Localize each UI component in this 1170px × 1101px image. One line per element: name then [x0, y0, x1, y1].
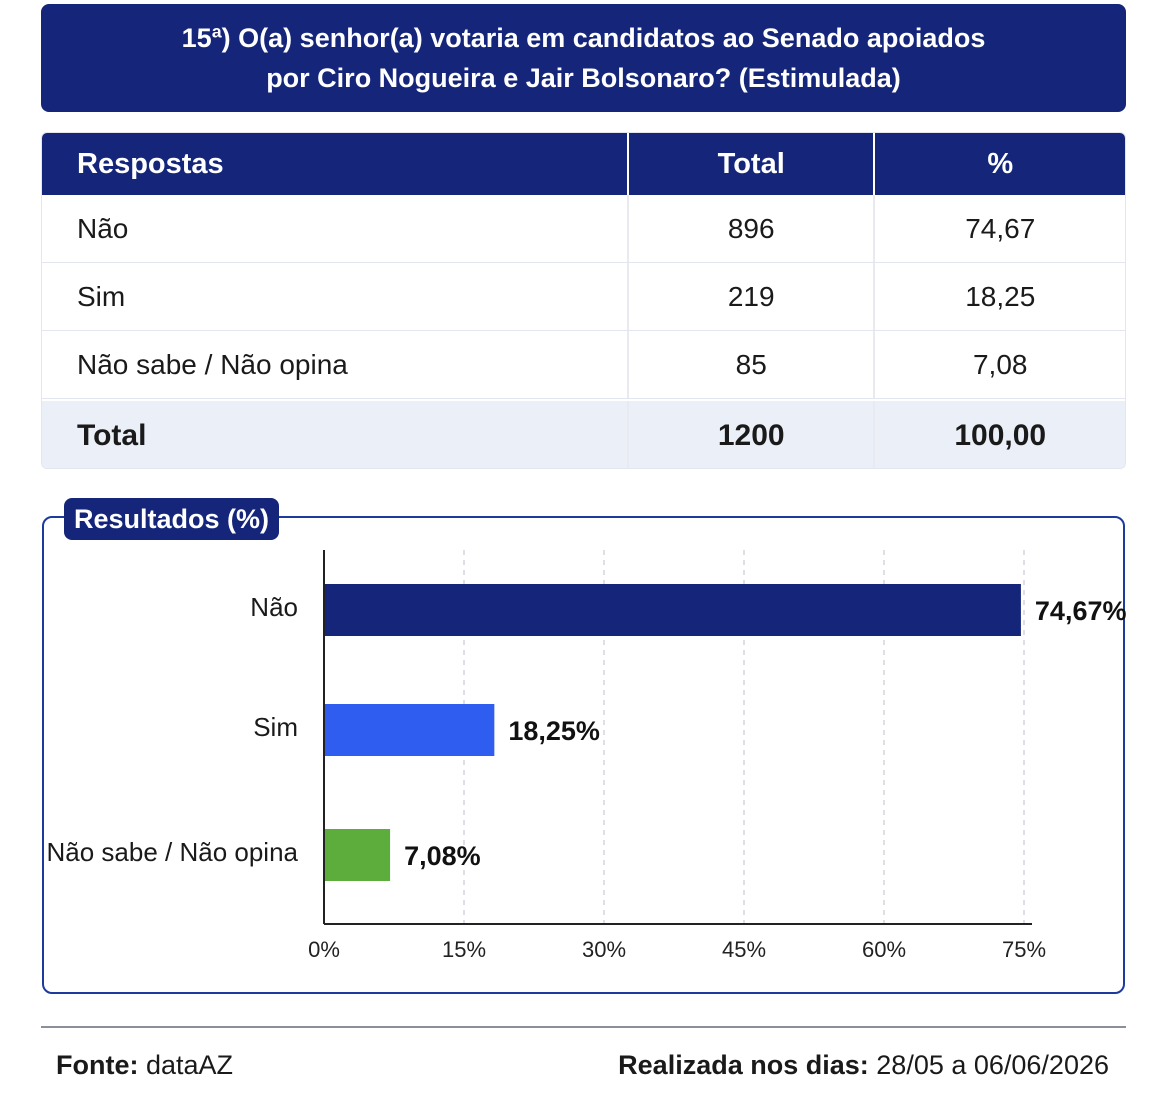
question-title-line-2: por Ciro Nogueira e Jair Bolsonaro? (Est…: [266, 63, 901, 93]
results-table: Respostas Total % Não 896 74,67 Sim 219 …: [41, 132, 1126, 469]
table-header-row: Respostas Total %: [42, 133, 1125, 195]
source-note: Fonte: dataAZ: [56, 1050, 233, 1081]
row-total: 219: [629, 263, 876, 330]
dates-value: 28/05 a 06/06/2026: [876, 1050, 1109, 1080]
row-percent: 74,67: [965, 212, 1036, 244]
question-title-line-1: 15ª) O(a) senhor(a) votaria em candidato…: [181, 23, 986, 53]
footer-divider: [41, 1026, 1126, 1028]
header-respostas: Respostas: [42, 133, 629, 195]
row-label: Não: [42, 195, 629, 262]
row-percent: 7,08: [972, 348, 1028, 380]
chart-panel: [42, 516, 1125, 994]
survey-dates: Realizada nos dias: 28/05 a 06/06/2026: [618, 1050, 1109, 1081]
source-label: Fonte:: [56, 1050, 139, 1080]
header-percent: %: [987, 147, 1014, 180]
source-value: dataAZ: [146, 1050, 234, 1080]
row-label: Não sabe / Não opina: [42, 331, 629, 398]
total-count: 1200: [629, 401, 876, 468]
table-row: Não 896 74,67: [42, 195, 1125, 263]
row-label: Sim: [42, 263, 629, 330]
dates-label: Realizada nos dias:: [618, 1050, 869, 1080]
table-row: Não sabe / Não opina 85 7,08: [42, 331, 1125, 399]
table-row: Sim 219 18,25: [42, 263, 1125, 331]
question-title-banner: 15ª) O(a) senhor(a) votaria em candidato…: [41, 4, 1126, 112]
chart-title: Resultados (%): [64, 498, 279, 540]
row-total: 85: [629, 331, 876, 398]
total-percent: 100,00: [954, 418, 1047, 452]
row-total: 896: [629, 195, 876, 262]
row-percent: 18,25: [965, 280, 1036, 312]
total-label: Total: [42, 401, 629, 468]
table-total-row: Total 1200 100,00: [42, 401, 1125, 468]
header-total: Total: [629, 133, 876, 195]
